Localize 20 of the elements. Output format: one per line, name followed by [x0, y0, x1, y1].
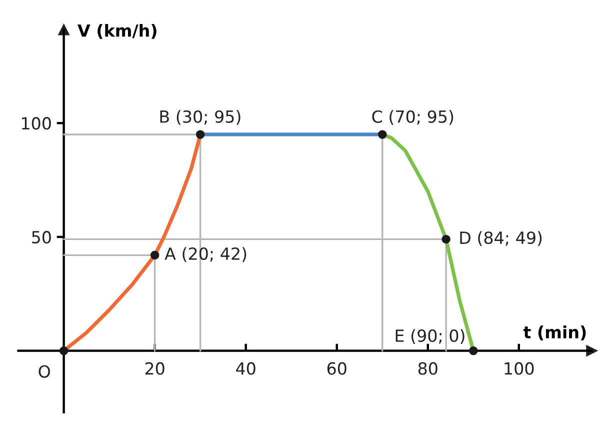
annotation: A (20; 42) — [164, 247, 246, 262]
annotation: B (30; 95) — [160, 110, 240, 125]
point — [59, 346, 68, 356]
annotation: D (84; 49) — [460, 231, 542, 246]
x-tick-label: 100 — [504, 362, 534, 375]
x-tick-label: 20 — [145, 362, 164, 375]
y-tick-label: 50 — [32, 230, 51, 244]
point — [442, 234, 450, 244]
y-axis-title: V (km/h) — [78, 24, 156, 39]
point — [196, 130, 205, 139]
x-tick-label: 60 — [327, 362, 346, 375]
point — [378, 130, 387, 139]
annotation: C (70; 95) — [372, 110, 454, 125]
x-axis-title: t (min) — [523, 326, 586, 340]
point — [469, 346, 478, 356]
point — [150, 250, 160, 260]
x-tick-label: 80 — [418, 362, 438, 375]
annotation: O — [38, 365, 50, 378]
annotation: E (90; 0) — [396, 329, 464, 344]
x-tick-label: 40 — [236, 362, 256, 375]
